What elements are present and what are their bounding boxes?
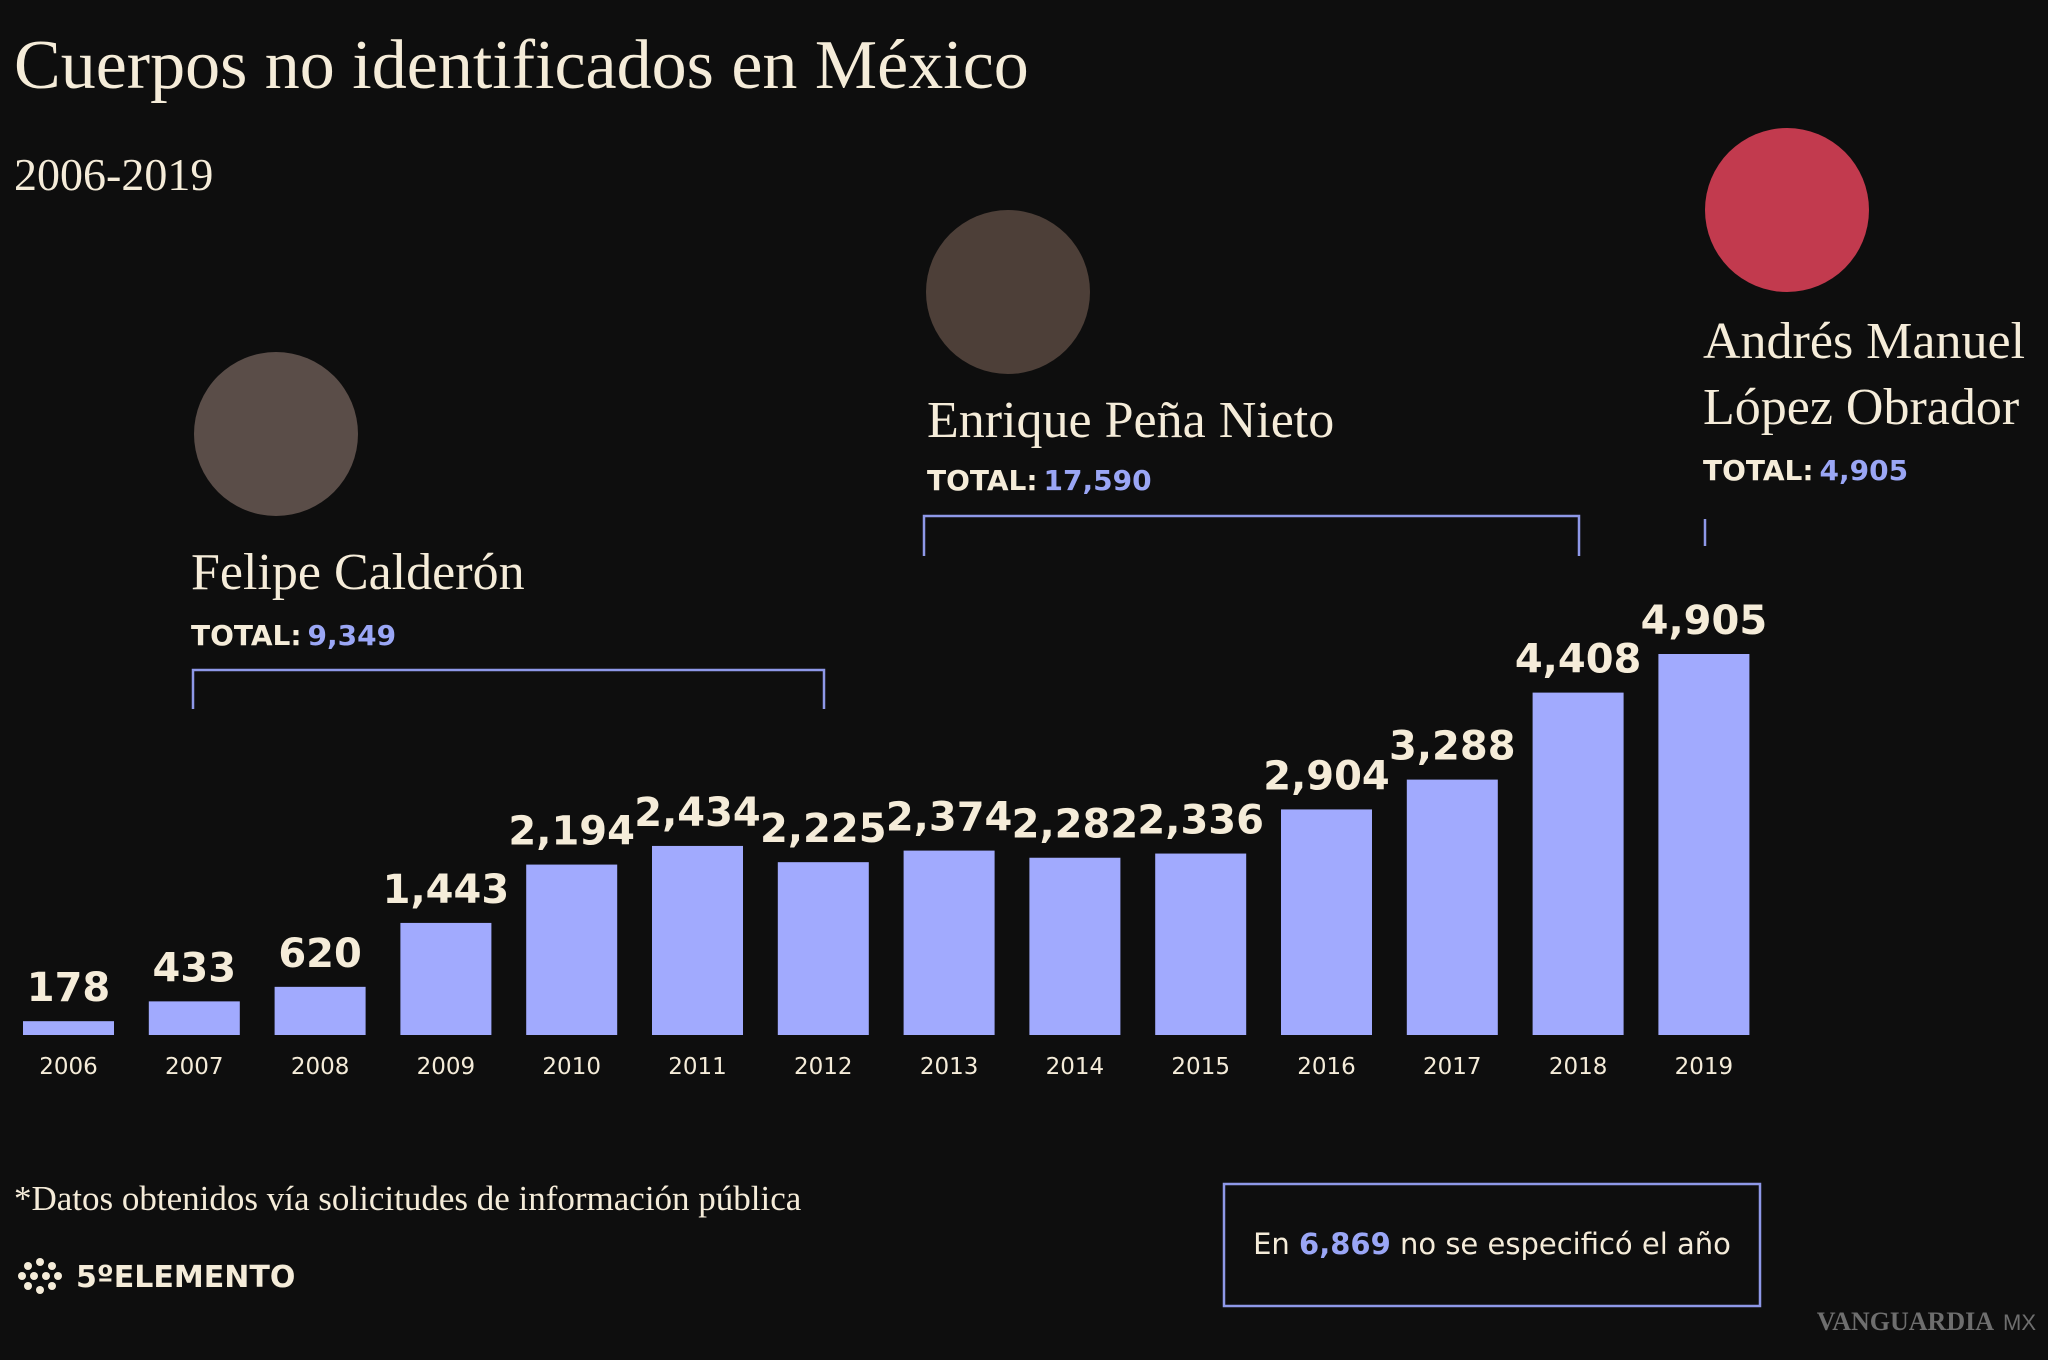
total-label: TOTAL: — [1703, 454, 1814, 487]
president-name: López Obrador — [1703, 379, 2019, 436]
x-tick-label: 2012 — [794, 1054, 853, 1080]
president-name: Enrique Peña Nieto — [927, 392, 1334, 449]
x-tick-label: 2019 — [1675, 1054, 1734, 1080]
president-total: TOTAL: 4,905 — [1703, 454, 1908, 487]
value-label: 1,443 — [383, 867, 510, 913]
value-label: 2,374 — [886, 795, 1013, 841]
bar — [526, 864, 618, 1035]
x-tick-label: 2008 — [291, 1054, 350, 1080]
value-label: 433 — [153, 945, 237, 991]
value-label: 2,904 — [1263, 753, 1390, 799]
x-tick-label: 2007 — [165, 1054, 224, 1080]
bar — [1281, 809, 1372, 1035]
total-value: 4,905 — [1820, 454, 1909, 487]
value-label: 2,194 — [508, 809, 635, 855]
bar — [1406, 779, 1498, 1035]
x-tick-label: 2013 — [920, 1054, 979, 1080]
x-tick-label: 2014 — [1046, 1054, 1105, 1080]
note-prefix: En — [1253, 1227, 1290, 1261]
source-suffix: MX — [2003, 1310, 2036, 1335]
bar — [23, 1021, 114, 1035]
bar — [1155, 853, 1247, 1035]
president-total: TOTAL: 9,349 — [191, 619, 396, 652]
note-count: 6,869 — [1299, 1227, 1391, 1261]
value-label: 2,225 — [760, 806, 887, 852]
value-label: 178 — [27, 965, 111, 1011]
bar — [1658, 654, 1750, 1035]
x-tick-label: 2018 — [1549, 1054, 1608, 1080]
value-label: 2,282 — [1012, 802, 1139, 848]
value-label: 4,905 — [1641, 598, 1768, 644]
bar — [1029, 857, 1121, 1035]
x-tick-label: 2015 — [1171, 1054, 1230, 1080]
value-label: 620 — [278, 931, 362, 977]
note-suffix: no se especificó el año — [1400, 1227, 1731, 1261]
x-tick-label: 2006 — [39, 1054, 98, 1080]
logo: 5ºELEMENTO — [76, 1260, 295, 1295]
bar — [274, 986, 366, 1035]
value-label: 2,434 — [634, 790, 761, 836]
president-name: Andrés Manuel — [1703, 313, 2025, 370]
total-label: TOTAL: — [927, 464, 1038, 497]
bar — [652, 845, 743, 1035]
note-box — [1222, 1182, 1762, 1308]
portrait — [1705, 128, 1869, 292]
portrait — [926, 210, 1090, 374]
footnote: *Datos obtenidos vía solicitudes de info… — [14, 1179, 802, 1218]
value-label: 3,288 — [1389, 724, 1516, 770]
bar — [148, 1001, 240, 1035]
x-tick-label: 2011 — [668, 1054, 727, 1080]
x-tick-label: 2017 — [1423, 1054, 1482, 1080]
bar — [903, 850, 995, 1035]
note-text: En 6,869 no se especificó el año — [1253, 1227, 1731, 1261]
total-value: 17,590 — [1044, 464, 1152, 497]
chart-subtitle: 2006-2019 — [14, 149, 213, 200]
value-label: 4,408 — [1515, 637, 1642, 683]
bar — [400, 922, 492, 1035]
logo-icon — [18, 1258, 62, 1294]
bar — [777, 862, 869, 1035]
bracket — [922, 514, 1581, 556]
bar — [1532, 692, 1624, 1035]
x-tick-label: 2016 — [1297, 1054, 1356, 1080]
portrait — [194, 352, 358, 516]
bracket — [191, 668, 826, 709]
total-value: 9,349 — [308, 619, 397, 652]
chart-title: Cuerpos no identificados en México — [14, 27, 1029, 104]
value-label: 2,336 — [1137, 798, 1264, 844]
x-tick-label: 2009 — [417, 1054, 476, 1080]
x-tick-label: 2010 — [542, 1054, 601, 1080]
total-label: TOTAL: — [191, 619, 302, 652]
president-name: Felipe Calderón — [191, 544, 525, 601]
source: VANGUARDIA — [1817, 1307, 1994, 1336]
president-total: TOTAL: 17,590 — [927, 464, 1152, 497]
